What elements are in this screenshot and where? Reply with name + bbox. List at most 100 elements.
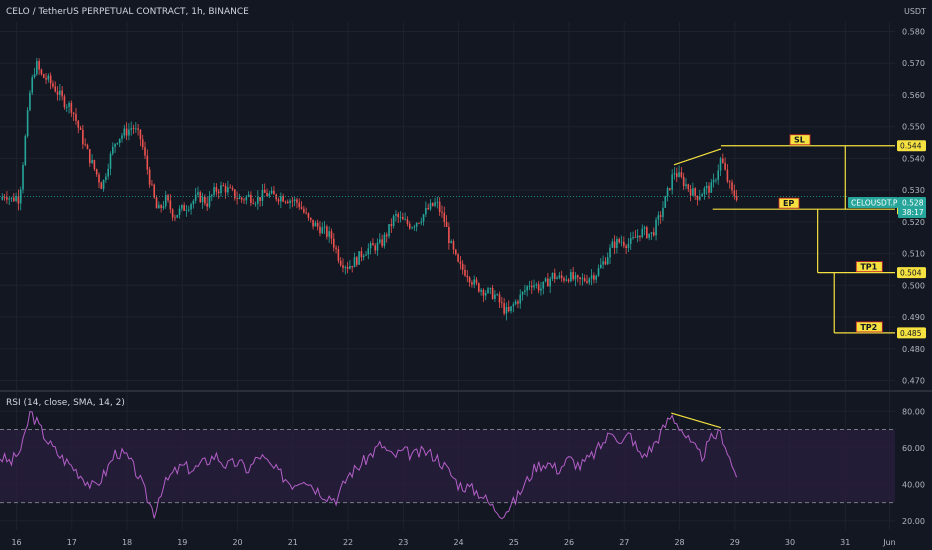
last-price-symbol: CELOUSDT.P (851, 199, 898, 208)
candle-body (224, 185, 227, 193)
candle-body (213, 187, 215, 195)
candle-body (284, 201, 287, 203)
candle-body (498, 294, 501, 303)
candle-body (222, 185, 225, 187)
candle-body (358, 251, 360, 265)
candle-body (583, 278, 586, 281)
candle-body (629, 238, 632, 244)
candle-body (372, 243, 374, 246)
candle-body (404, 219, 406, 221)
candle-body (452, 241, 455, 250)
candle-body (82, 129, 84, 145)
candle-body (418, 222, 420, 224)
candle-body (307, 213, 310, 218)
candle-body (563, 278, 565, 281)
candle-body (480, 289, 482, 292)
candle-body (118, 138, 121, 143)
candle-body (275, 194, 278, 200)
candle-body (733, 190, 736, 197)
candle-body (107, 168, 109, 177)
candle-body (454, 249, 457, 255)
level-tag-tp1 (897, 267, 926, 279)
candle-body (482, 289, 485, 296)
level-tag-text-sl: 0.544 (900, 142, 922, 151)
candle-body (606, 257, 609, 265)
candle-body (719, 158, 722, 171)
y-tick-label: 0.520 (902, 218, 925, 227)
x-tick-label: 21 (288, 538, 298, 547)
candle-body (160, 205, 162, 208)
candle-body (692, 188, 694, 196)
candle-body (29, 92, 31, 111)
candle-body (316, 222, 319, 227)
candle-body (151, 184, 153, 186)
candle-body (162, 206, 165, 208)
x-tick-label: 30 (785, 538, 795, 547)
candle-body (270, 190, 273, 194)
candle-body (408, 223, 411, 229)
candle-body (581, 278, 584, 280)
y-tick-label: 0.480 (902, 345, 925, 354)
candle-body (402, 216, 404, 220)
candle-body (623, 241, 625, 246)
candle-body (646, 227, 648, 238)
candle-body (70, 102, 73, 113)
candle-body (682, 176, 685, 187)
x-tick-label: 23 (398, 538, 408, 547)
last-price-badge[interactable]: CELOUSDT.P 0.528 38:17 (848, 197, 926, 218)
level-tag-text-tp2: 0.485 (900, 329, 922, 338)
candle-body (54, 86, 57, 92)
candle-body (448, 226, 450, 244)
candle-body (588, 278, 591, 283)
candle-body (19, 189, 22, 204)
candle-body (1, 197, 4, 200)
y-tick-label: 0.500 (902, 281, 925, 290)
candle-body (135, 128, 137, 130)
candle-body (210, 194, 213, 197)
candle-body (293, 199, 296, 201)
candle-body (229, 187, 232, 189)
candle-body (355, 257, 358, 265)
candle-body (641, 228, 644, 238)
candle-body (158, 205, 160, 209)
candle-body (478, 283, 480, 292)
candle-body (102, 180, 105, 189)
candle-body (296, 199, 298, 203)
candle-body (190, 204, 192, 210)
candle-body (540, 288, 542, 291)
candle-body (429, 202, 432, 210)
candle-body (312, 219, 314, 227)
candle-body (422, 214, 425, 222)
candle-body (634, 236, 637, 238)
candle-body (236, 198, 238, 200)
candle-body (187, 209, 190, 211)
level-label-ep: EP (783, 199, 794, 208)
candle-body (570, 272, 572, 282)
candle-body (618, 239, 621, 243)
candle-body (517, 301, 519, 304)
candle-body (625, 245, 627, 249)
rsi-tick-label: 80.00 (902, 407, 925, 416)
candle-body (689, 188, 692, 196)
candle-body (346, 266, 349, 269)
x-tick-label: 28 (674, 538, 684, 547)
candle-body (586, 280, 588, 283)
candle-body (494, 294, 496, 299)
candle-body (593, 275, 595, 280)
candle-body (379, 239, 381, 243)
candle-body (413, 226, 416, 228)
chart-title: CELO / TetherUS PERPETUAL CONTRACT, 1h, … (6, 7, 249, 17)
y-tick-label: 0.470 (902, 376, 925, 385)
candle-body (604, 261, 607, 265)
candle-body (3, 197, 6, 198)
level-label-tp1: TP1 (860, 263, 877, 272)
y-tick-label: 0.490 (902, 313, 925, 322)
x-tick-label: 24 (453, 538, 463, 547)
candle-body (708, 185, 710, 193)
candle-body (146, 155, 149, 170)
x-tick-label: 17 (67, 538, 77, 547)
level-tag-tp2 (897, 327, 926, 339)
x-tick-label: 26 (564, 538, 574, 547)
candle-body (24, 136, 27, 166)
